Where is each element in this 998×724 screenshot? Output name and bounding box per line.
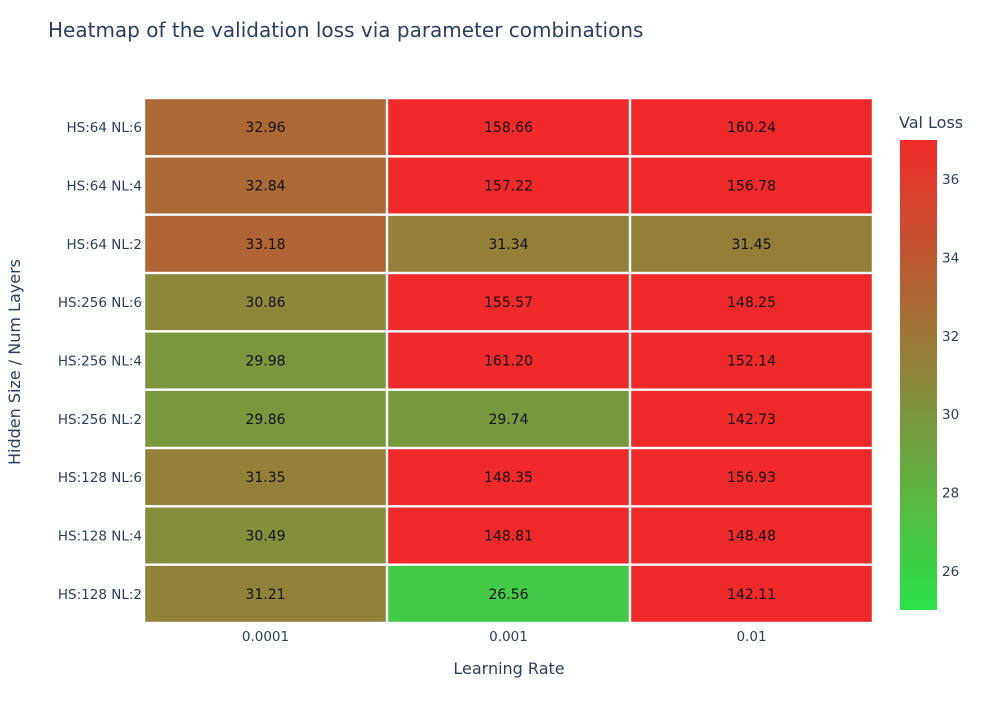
colorbar-tick-label: 32 <box>942 329 959 345</box>
heatmap-cell <box>388 332 629 389</box>
heatmap-cell <box>388 565 629 622</box>
y-tick-label: HS:128 NL:2 <box>58 587 142 603</box>
colorbar-tick-label: 34 <box>942 251 959 267</box>
colorbar <box>900 140 937 610</box>
cell-value-label: 155.57 <box>484 295 533 311</box>
heatmap-cell <box>145 99 386 156</box>
x-axis-ticks: 0.0001 0.001 0.01 <box>242 629 767 645</box>
y-tick-label: HS:64 NL:4 <box>67 179 143 195</box>
heatmap-cell <box>145 507 386 564</box>
colorbar-tick-label: 28 <box>942 486 959 502</box>
cell-value-label: 148.48 <box>727 529 776 545</box>
cell-value-label: 31.35 <box>245 470 285 486</box>
cell-value-label: 30.49 <box>245 529 285 545</box>
cell-value-label: 32.84 <box>245 179 285 195</box>
chart-title: Heatmap of the validation loss via param… <box>48 18 643 42</box>
heatmap-cell <box>145 449 386 506</box>
heatmap-cell <box>631 449 872 506</box>
cell-value-label: 156.78 <box>727 179 776 195</box>
heatmap-cell <box>388 507 629 564</box>
y-tick-label: HS:256 NL:4 <box>58 354 142 370</box>
x-tick-label: 0.01 <box>736 629 766 645</box>
heatmap-cell <box>388 449 629 506</box>
cell-value-label: 156.93 <box>727 470 776 486</box>
y-tick-label: HS:256 NL:6 <box>58 295 142 311</box>
heatmap-cell <box>388 215 629 272</box>
cell-value-label: 157.22 <box>484 179 533 195</box>
colorbar-title: Val Loss <box>899 113 963 132</box>
cell-value-label: 32.96 <box>245 120 285 136</box>
heatmap-cell <box>631 390 872 447</box>
cell-value-label: 33.18 <box>245 237 285 253</box>
colorbar-ticks: 26 28 30 32 34 36 <box>942 172 959 580</box>
y-tick-label: HS:256 NL:2 <box>58 412 142 428</box>
heatmap-cell <box>631 565 872 622</box>
colorbar-tick-label: 26 <box>942 564 959 580</box>
heatmap-cell <box>145 565 386 622</box>
heatmap-cell <box>145 390 386 447</box>
cell-value-label: 29.74 <box>488 412 528 428</box>
cell-value-label: 31.45 <box>731 237 771 253</box>
heatmap-cell <box>145 274 386 331</box>
heatmap-cell <box>631 332 872 389</box>
cell-value-label: 142.11 <box>727 587 776 603</box>
x-axis-title: Learning Rate <box>453 659 564 678</box>
cell-value-label: 26.56 <box>488 587 528 603</box>
cell-value-label: 160.24 <box>727 120 776 136</box>
cell-value-label: 29.86 <box>245 412 285 428</box>
cell-value-label: 148.35 <box>484 470 533 486</box>
heatmap-cell <box>388 274 629 331</box>
heatmap-cell <box>631 215 872 272</box>
heatmap-cell <box>145 157 386 214</box>
heatmap-cell <box>145 332 386 389</box>
x-tick-label: 0.001 <box>489 629 528 645</box>
colorbar-tick-label: 30 <box>942 407 959 423</box>
cell-value-label: 142.73 <box>727 412 776 428</box>
y-tick-label: HS:64 NL:2 <box>67 237 143 253</box>
cell-value-label: 161.20 <box>484 354 533 370</box>
y-axis-title: Hidden Size / Num Layers <box>5 259 24 465</box>
cell-value-label: 29.98 <box>245 354 285 370</box>
y-axis-ticks: HS:64 NL:6 HS:64 NL:4 HS:64 NL:2 HS:256 NL:… <box>58 120 142 603</box>
heatmap-cell <box>631 507 872 564</box>
heatmap-cell <box>631 274 872 331</box>
heatmap-cell <box>631 157 872 214</box>
heatmap-cell <box>145 215 386 272</box>
heatmap-cell <box>388 390 629 447</box>
cell-value-label: 158.66 <box>484 120 533 136</box>
y-tick-label: HS:128 NL:4 <box>58 529 142 545</box>
cell-value-label: 148.25 <box>727 295 776 311</box>
y-tick-label: HS:64 NL:6 <box>67 120 143 136</box>
cell-value-label: 31.34 <box>488 237 528 253</box>
heatmap-cell <box>631 99 872 156</box>
cell-value-label: 31.21 <box>245 587 285 603</box>
y-tick-label: HS:128 NL:6 <box>58 470 142 486</box>
x-tick-label: 0.0001 <box>242 629 289 645</box>
cell-value-label: 148.81 <box>484 529 533 545</box>
colorbar-tick-label: 36 <box>942 172 959 188</box>
cell-value-label: 30.86 <box>245 295 285 311</box>
heatmap-cells: 32.96 158.66 160.24 32.84 157.22 156.78 33.18 3… <box>145 99 872 622</box>
cell-value-label: 152.14 <box>727 354 776 370</box>
heatmap-cell <box>388 99 629 156</box>
heatmap-cell <box>388 157 629 214</box>
